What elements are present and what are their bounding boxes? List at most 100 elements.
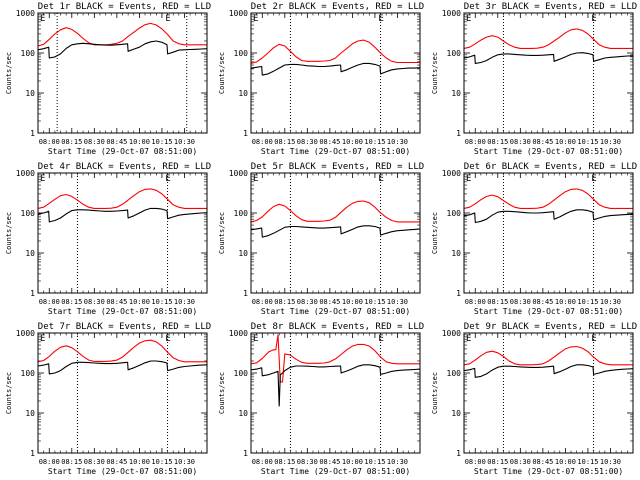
corner-mark-left: E	[40, 174, 45, 184]
y-tick-label: 1000	[442, 169, 461, 178]
x-tick-label: 10:00	[129, 298, 150, 306]
series-line-black	[250, 225, 421, 238]
x-tick-label: 10:00	[342, 138, 363, 146]
y-axis-label: Counts/sec	[218, 212, 226, 254]
x-tick-label: 10:30	[174, 458, 195, 466]
panel-det-1: Det 1r BLACK = Events, RED = LLD Counts/s…	[5, 2, 211, 156]
y-tick-label: 1	[456, 129, 461, 138]
x-tick-label: 08:45	[106, 458, 127, 466]
x-tick-label: 10:00	[129, 458, 150, 466]
x-tick-label: 10:00	[342, 298, 363, 306]
panel-det-2: Det 2r BLACK = Events, RED = LLD Counts/s…	[218, 2, 424, 156]
x-tick-label: 08:30	[297, 298, 318, 306]
plot-frame	[463, 332, 634, 454]
y-tick-label: 1	[30, 289, 35, 298]
series-line-red	[463, 28, 633, 49]
x-tick-label: 08:00	[465, 458, 486, 466]
x-tick-label: 10:15	[364, 458, 385, 466]
y-axis-label: Counts/sec	[431, 52, 439, 94]
y-tick-label: 10	[25, 409, 35, 418]
corner-mark-right: E	[378, 14, 383, 24]
plot-frame	[250, 12, 421, 134]
panel-det-4: Det 4r BLACK = Events, RED = LLD Counts/s…	[5, 162, 211, 316]
x-axis-label: Start Time (29-Oct-07 08:51:00)	[474, 147, 623, 156]
x-axis-label: Start Time (29-Oct-07 08:51:00)	[474, 307, 623, 316]
y-tick-label: 1	[456, 289, 461, 298]
x-tick-label: 08:45	[319, 298, 340, 306]
corner-mark-left: E	[466, 14, 471, 24]
x-tick-label: 08:30	[84, 458, 105, 466]
x-tick-label: 10:30	[600, 298, 621, 306]
series-line-red	[463, 345, 633, 366]
plot-frame	[37, 12, 208, 134]
x-axis-label: Start Time (29-Oct-07 08:51:00)	[261, 467, 410, 476]
corner-mark-right: E	[378, 174, 383, 184]
x-tick-label: 10:30	[174, 138, 195, 146]
corner-mark-left: E	[253, 14, 258, 24]
x-axis-label: Start Time (29-Oct-07 08:51:00)	[261, 307, 410, 316]
x-tick-label: 10:30	[387, 138, 408, 146]
x-tick-label: 10:15	[577, 138, 598, 146]
y-tick-label: 10	[451, 409, 461, 418]
x-tick-label: 08:45	[106, 298, 127, 306]
panel-title: Det 1r BLACK = Events, RED = LLD	[38, 2, 211, 12]
x-tick-label: 08:15	[61, 298, 82, 306]
corner-mark-right: E	[165, 334, 170, 344]
y-tick-label: 1	[243, 449, 248, 458]
series-line-black	[250, 364, 421, 407]
panel-det-7: Det 7r BLACK = Events, RED = LLD Counts/s…	[5, 322, 211, 476]
x-tick-label: 08:45	[106, 138, 127, 146]
plot-frame	[250, 332, 421, 454]
y-tick-label: 1000	[229, 329, 248, 338]
x-tick-label: 10:30	[387, 458, 408, 466]
x-tick-label: 08:00	[252, 138, 273, 146]
corner-mark-left: E	[253, 174, 258, 184]
y-axis-label: Counts/sec	[218, 372, 226, 414]
x-tick-label: 10:00	[342, 458, 363, 466]
x-tick-label: 08:15	[487, 138, 508, 146]
panel-det-3: Det 3r BLACK = Events, RED = LLD Counts/s…	[431, 2, 637, 156]
y-tick-label: 1	[456, 449, 461, 458]
y-tick-label: 100	[234, 369, 249, 378]
x-tick-label: 08:15	[61, 458, 82, 466]
x-tick-label: 08:30	[84, 138, 105, 146]
panel-title: Det 3r BLACK = Events, RED = LLD	[464, 2, 637, 12]
y-tick-label: 1000	[442, 329, 461, 338]
y-tick-label: 100	[447, 49, 462, 58]
x-tick-label: 08:15	[274, 298, 295, 306]
x-tick-label: 10:30	[600, 138, 621, 146]
y-tick-label: 1000	[16, 9, 35, 18]
series-line-black	[250, 62, 421, 76]
plot-frame	[463, 172, 634, 294]
x-tick-label: 10:30	[387, 298, 408, 306]
y-tick-label: 1000	[16, 329, 35, 338]
corner-mark-right: E	[165, 174, 170, 184]
x-axis-label: Start Time (29-Oct-07 08:51:00)	[474, 467, 623, 476]
corner-mark-left: E	[466, 334, 471, 344]
plot-frame	[37, 172, 208, 294]
y-tick-label: 1000	[16, 169, 35, 178]
x-tick-label: 08:15	[274, 138, 295, 146]
plot-frame	[463, 12, 634, 134]
panel-det-8: Det 8r BLACK = Events, RED = LLD Counts/s…	[218, 322, 424, 476]
x-tick-label: 08:00	[252, 298, 273, 306]
y-axis-label: Counts/sec	[431, 212, 439, 254]
y-axis-label: Counts/sec	[5, 212, 13, 254]
x-tick-label: 10:00	[555, 138, 576, 146]
x-tick-label: 08:45	[319, 138, 340, 146]
y-axis-label: Counts/sec	[431, 372, 439, 414]
x-tick-label: 10:15	[151, 458, 172, 466]
x-tick-label: 08:00	[39, 298, 60, 306]
y-tick-label: 1	[30, 449, 35, 458]
x-tick-label: 08:15	[487, 458, 508, 466]
series-line-black	[37, 207, 208, 223]
x-tick-label: 10:00	[555, 298, 576, 306]
y-tick-label: 1000	[442, 9, 461, 18]
x-tick-label: 08:30	[297, 458, 318, 466]
corner-mark-right: E	[591, 14, 596, 24]
x-tick-label: 10:15	[364, 298, 385, 306]
x-tick-label: 08:45	[532, 298, 553, 306]
corner-mark-left: E	[466, 174, 471, 184]
x-tick-label: 10:30	[600, 458, 621, 466]
